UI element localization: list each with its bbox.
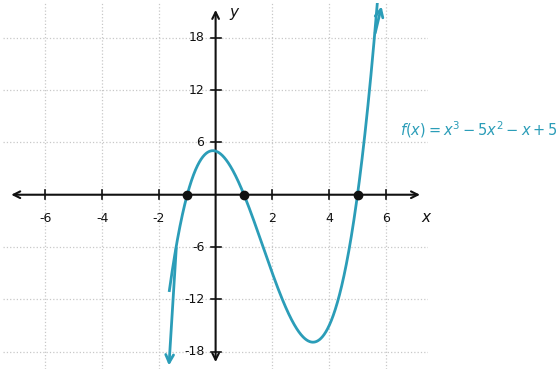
Text: 4: 4	[325, 212, 333, 225]
Text: 2: 2	[268, 212, 276, 225]
Text: 6: 6	[197, 136, 204, 149]
Text: x: x	[421, 211, 430, 225]
Text: $f(x) = x^3 - 5x^2 - x + 5$: $f(x) = x^3 - 5x^2 - x + 5$	[400, 119, 558, 140]
Text: -12: -12	[184, 293, 204, 306]
Text: 12: 12	[189, 84, 204, 96]
Text: 18: 18	[188, 31, 204, 44]
Text: -2: -2	[153, 212, 165, 225]
Text: -4: -4	[96, 212, 108, 225]
Text: y: y	[230, 6, 239, 20]
Text: -18: -18	[184, 345, 204, 358]
Text: -6: -6	[39, 212, 52, 225]
Text: 6: 6	[382, 212, 390, 225]
Text: -6: -6	[192, 241, 204, 254]
